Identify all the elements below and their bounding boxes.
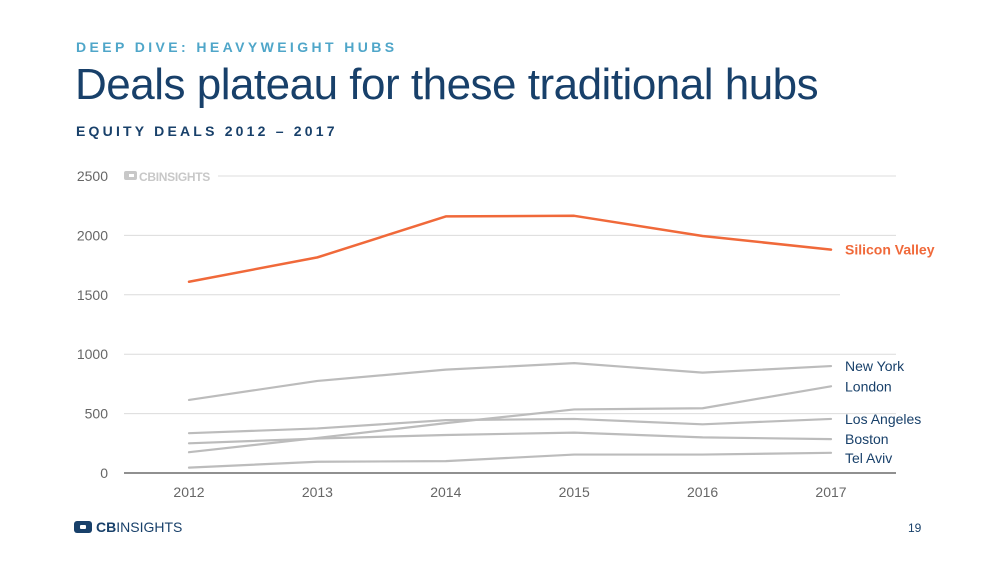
x-tick-label: 2012 — [173, 484, 204, 500]
section-kicker: DEEP DIVE: HEAVYWEIGHT HUBS — [76, 39, 398, 55]
cb-insights-logo: CBINSIGHTS — [74, 519, 182, 535]
chart-subtitle: EQUITY DEALS 2012 – 2017 — [76, 123, 338, 139]
watermark-logo-icon-notch — [129, 174, 134, 177]
series-label-london: London — [845, 378, 892, 394]
series-line-silicon-valley — [187, 214, 833, 283]
series-line-los-angeles — [187, 417, 833, 435]
y-tick-label: 2500 — [77, 168, 108, 184]
x-tick-label: 2013 — [302, 484, 333, 500]
y-tick-label: 2000 — [77, 227, 108, 243]
series-line-boston — [187, 431, 833, 445]
watermark-text: CBINSIGHTS — [139, 170, 210, 184]
cb-insights-logo-text: CBINSIGHTS — [96, 519, 182, 535]
series-label-boston: Boston — [845, 431, 889, 447]
x-tick-label: 2014 — [430, 484, 461, 500]
series-label-los-angeles: Los Angeles — [845, 411, 921, 427]
series-label-tel-aviv: Tel Aviv — [845, 450, 892, 466]
series-line-new-york — [187, 362, 833, 402]
cb-insights-logo-icon — [74, 521, 92, 533]
logo-text-bold: CB — [96, 519, 117, 535]
y-tick-label: 500 — [85, 406, 109, 422]
x-tick-label: 2016 — [687, 484, 718, 500]
y-tick-label: 0 — [100, 465, 108, 481]
series-label-new-york: New York — [845, 358, 905, 374]
series-line-tel-aviv — [187, 451, 833, 469]
y-tick-label: 1000 — [77, 346, 108, 362]
y-tick-label: 1500 — [77, 287, 108, 303]
x-tick-label: 2015 — [559, 484, 590, 500]
x-tick-label: 2017 — [815, 484, 846, 500]
page-number: 19 — [908, 521, 922, 535]
logo-text-rest: INSIGHTS — [116, 519, 183, 535]
series-label-silicon-valley: Silicon Valley — [845, 242, 935, 258]
page-title: Deals plateau for these traditional hubs — [75, 60, 819, 109]
